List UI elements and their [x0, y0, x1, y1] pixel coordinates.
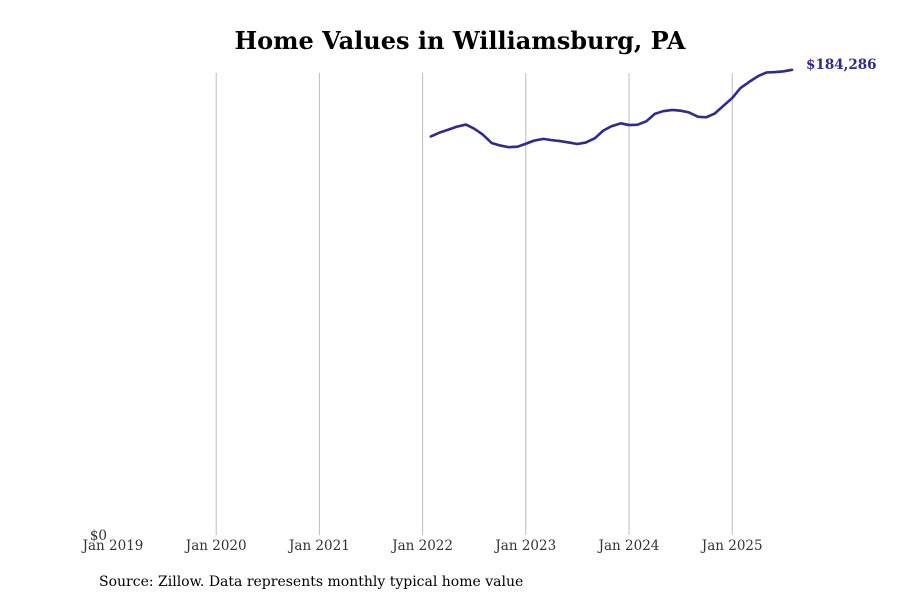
x-tick-label: Jan 2025: [700, 538, 763, 554]
x-tick-label: Jan 2024: [597, 538, 660, 554]
x-tick-label: Jan 2020: [184, 538, 247, 554]
series-line: [429, 68, 794, 149]
x-tick-label: Jan 2023: [493, 538, 556, 554]
x-tick-label: Jan 2019: [81, 538, 144, 554]
x-tick-label: Jan 2021: [287, 538, 350, 554]
end-value-label: $184,286: [806, 57, 876, 73]
x-axis-ticks: Jan 2019 Jan 2020 Jan 2021 Jan 2022 Jan 2023…: [81, 538, 763, 554]
source-note: Source: Zillow. Data represents monthly …: [99, 574, 524, 590]
chart-title: Home Values in Williamsburg, PA: [234, 26, 686, 55]
y-tick-label: $0: [90, 528, 107, 544]
gridlines: [215, 73, 733, 535]
x-tick-label: Jan 2022: [390, 538, 453, 554]
